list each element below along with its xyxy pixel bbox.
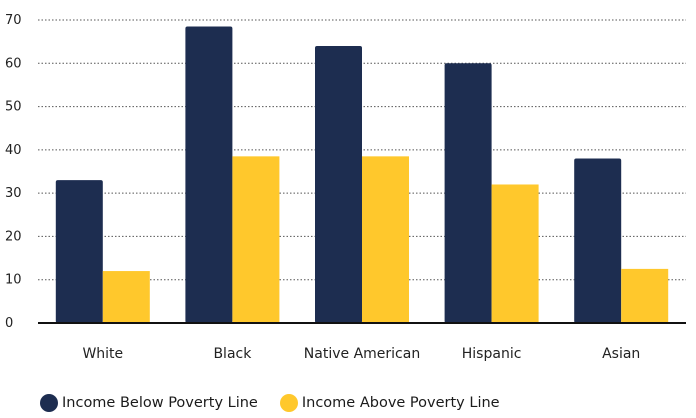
legend-item-above: Income Above Poverty Line bbox=[279, 394, 500, 412]
legend-swatch-below bbox=[40, 394, 58, 412]
x-category-label: Native American bbox=[304, 346, 420, 362]
x-category-label: Black bbox=[213, 346, 252, 362]
bar-below-poverty bbox=[315, 45, 362, 323]
legend-swatch-above bbox=[279, 394, 298, 412]
y-tick-label: 70 bbox=[5, 13, 22, 28]
bar-above-poverty bbox=[232, 156, 280, 323]
y-tick-label: 40 bbox=[5, 143, 22, 158]
bar-above-poverty bbox=[491, 184, 539, 323]
bar-below-poverty bbox=[185, 26, 233, 323]
bar-below-poverty bbox=[55, 180, 103, 323]
y-tick-label: 0 bbox=[5, 316, 13, 331]
bar-chart: 0 10 20 30 40 50 60 70 White Black Native America… bbox=[5, 13, 686, 362]
bar-below-poverty bbox=[444, 63, 492, 324]
y-axis-ticks: 0 10 20 30 40 50 60 70 bbox=[5, 13, 22, 331]
y-tick-label: 20 bbox=[5, 229, 22, 244]
legend-label-below: Income Below Poverty Line bbox=[62, 395, 258, 411]
legend: Income Below Poverty Line Income Above P… bbox=[40, 394, 522, 412]
x-category-label: Asian bbox=[602, 346, 640, 362]
x-category-label: White bbox=[82, 346, 123, 362]
bar-below-poverty bbox=[574, 158, 622, 323]
bar-above-poverty bbox=[621, 268, 669, 323]
legend-item-below: Income Below Poverty Line bbox=[40, 394, 258, 412]
x-axis-labels: White Black Native American Hispanic Asian bbox=[82, 346, 640, 362]
bars bbox=[55, 26, 669, 324]
bar-above-poverty bbox=[362, 156, 409, 323]
legend-label-above: Income Above Poverty Line bbox=[301, 395, 500, 411]
y-tick-label: 10 bbox=[5, 273, 22, 288]
x-category-label: Hispanic bbox=[462, 346, 522, 362]
y-tick-label: 60 bbox=[5, 56, 22, 71]
y-tick-label: 50 bbox=[5, 100, 22, 115]
bar-above-poverty bbox=[102, 271, 150, 323]
y-tick-label: 30 bbox=[5, 186, 22, 201]
